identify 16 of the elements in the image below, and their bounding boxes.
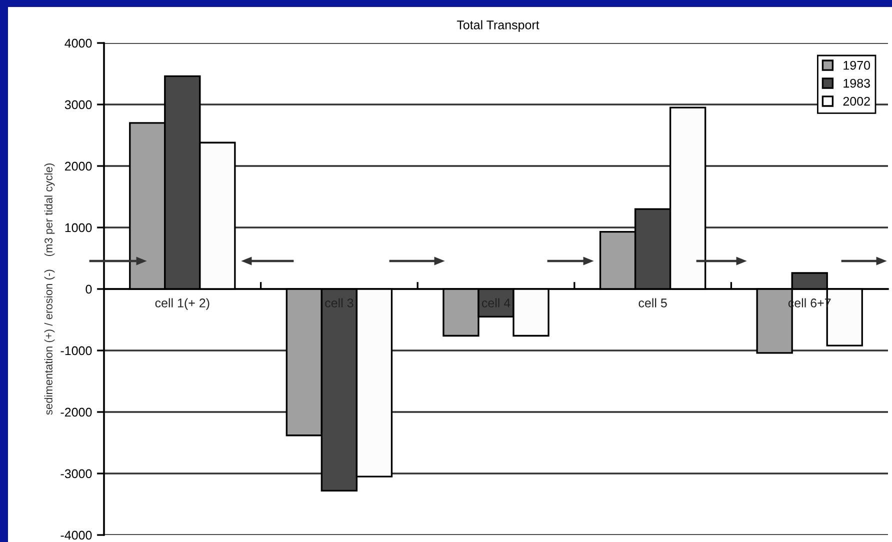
y-tick-label: 0 (86, 284, 92, 294)
y-tick-label: 3000 (64, 100, 92, 110)
legend-label: 2002 (843, 96, 870, 106)
legend-label: 1970 (844, 60, 870, 70)
y-tick-label: -1000 (60, 346, 92, 356)
y-tick-label: -4000 (60, 530, 92, 540)
legend-label: 1983 (844, 78, 870, 88)
y-tick-label: 2000 (65, 162, 92, 171)
x-tick-label: cell 5 (638, 298, 667, 308)
x-tick-label: cell 1(+ 2) (155, 298, 210, 310)
y-tick-label: 1000 (65, 223, 92, 232)
chart-title: Total Transport (456, 20, 540, 32)
y-axis-title: sedimentation (+) / erosion (-) (m3 per tidal cycle) (44, 164, 55, 415)
y-tick-label: 4000 (64, 38, 92, 48)
y-tick-label: -3000 (60, 469, 92, 478)
y-tick-label: -2000 (60, 408, 92, 417)
